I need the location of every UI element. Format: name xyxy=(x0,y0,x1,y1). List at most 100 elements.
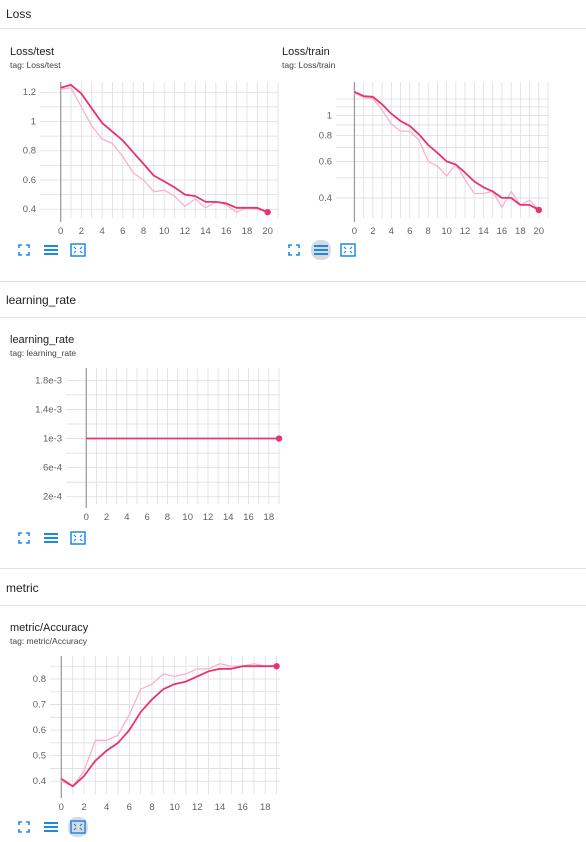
x-tick-label: 18 xyxy=(260,802,271,813)
last-point-marker xyxy=(535,206,542,214)
x-tick-label: 0 xyxy=(59,802,64,813)
fullscreen-button[interactable] xyxy=(16,530,32,546)
fullscreen-button[interactable] xyxy=(16,242,32,258)
toggle-log-scale-button[interactable] xyxy=(43,530,59,546)
x-tick-label: 0 xyxy=(84,512,89,523)
toggle-log-scale-button[interactable] xyxy=(43,242,59,258)
y-tick-label: 1e-3 xyxy=(43,434,62,445)
fit-domain-icon xyxy=(70,531,86,545)
y-tick-label: 0.7 xyxy=(33,700,46,711)
x-tick-label: 4 xyxy=(104,802,109,813)
y-tick-label: 0.4 xyxy=(33,776,46,787)
toggle-log-scale-icon xyxy=(44,532,58,544)
section-title: learning_rate xyxy=(6,293,77,307)
last-point-marker xyxy=(275,435,283,442)
y-tick-label: 0.8 xyxy=(23,146,36,157)
x-tick-label: 18 xyxy=(264,512,275,523)
smoothed-series-line xyxy=(60,665,277,788)
card-tag: tag: Loss/test xyxy=(10,60,61,70)
last-point-marker xyxy=(264,208,271,216)
toggle-log-scale-icon xyxy=(44,244,58,256)
y-tick-label: 2e-4 xyxy=(43,492,62,503)
x-tick-label: 8 xyxy=(426,226,431,237)
y-tick-label: 1 xyxy=(31,116,36,127)
x-tick-label: 4 xyxy=(389,226,394,237)
x-tick-label: 16 xyxy=(237,802,248,813)
x-tick-label: 12 xyxy=(460,226,471,237)
smoothed-series-line xyxy=(354,90,540,211)
x-tick-label: 20 xyxy=(262,226,273,237)
y-tick-label: 6e-4 xyxy=(43,463,62,474)
x-tick-label: 12 xyxy=(203,512,214,523)
x-tick-label: 6 xyxy=(120,226,125,237)
y-tick-label: 1.8e-3 xyxy=(35,375,62,386)
raw-series-line xyxy=(60,87,268,213)
x-tick-label: 0 xyxy=(352,226,357,237)
x-tick-label: 2 xyxy=(370,226,375,237)
section-divider xyxy=(0,281,586,282)
x-tick-label: 2 xyxy=(79,226,84,237)
card-title: Loss/test xyxy=(10,46,55,58)
card-title: Loss/train xyxy=(282,46,330,58)
x-tick-label: 10 xyxy=(182,512,193,523)
x-tick-label: 4 xyxy=(99,226,104,237)
y-tick-label: 0.4 xyxy=(319,193,332,204)
x-tick-label: 16 xyxy=(243,512,254,523)
y-tick-label: 1.4e-3 xyxy=(35,404,62,415)
y-tick-label: 0.6 xyxy=(33,725,46,736)
fit-domain-icon xyxy=(70,820,86,834)
toggle-log-scale-button[interactable] xyxy=(43,819,59,835)
fit-domain-button[interactable] xyxy=(340,242,356,258)
fullscreen-icon xyxy=(18,244,30,256)
x-tick-label: 20 xyxy=(533,226,544,237)
x-tick-label: 16 xyxy=(497,226,508,237)
x-tick-label: 10 xyxy=(169,802,180,813)
x-tick-label: 16 xyxy=(221,226,232,237)
x-tick-label: 8 xyxy=(149,802,154,813)
x-tick-label: 14 xyxy=(478,226,489,237)
fullscreen-button[interactable] xyxy=(16,819,32,835)
x-tick-label: 12 xyxy=(180,226,191,237)
card-title: learning_rate xyxy=(10,334,75,346)
x-tick-label: 0 xyxy=(58,226,63,237)
card-tag: tag: learning_rate xyxy=(10,348,77,358)
card-tag: tag: Loss/train xyxy=(282,60,336,70)
chart-loss-test[interactable]: 0 2 4 6 8 10 12 14 16 18 20 0.4 0.6 0.8 1 1.2 xyxy=(0,74,280,244)
y-tick-label: 0.4 xyxy=(23,204,36,215)
fullscreen-icon xyxy=(18,532,30,544)
y-tick-label: 0.5 xyxy=(33,751,46,762)
x-tick-label: 10 xyxy=(441,226,452,237)
x-tick-label: 6 xyxy=(144,512,149,523)
x-tick-label: 14 xyxy=(223,512,234,523)
chart-loss-train[interactable]: 0 2 4 6 8 10 12 14 16 18 20 0.4 0.6 0.8 1 xyxy=(280,74,560,244)
y-tick-label: 1.2 xyxy=(23,87,36,98)
x-tick-label: 4 xyxy=(124,512,129,523)
fit-domain-icon xyxy=(340,243,356,257)
x-tick-label: 14 xyxy=(215,802,226,813)
x-tick-label: 8 xyxy=(165,512,170,523)
fullscreen-button[interactable] xyxy=(286,242,302,258)
toggle-log-scale-icon xyxy=(44,821,58,833)
x-tick-label: 2 xyxy=(104,512,109,523)
y-tick-label: 0.8 xyxy=(33,674,46,685)
smoothed-series-line xyxy=(60,83,269,214)
toggle-log-scale-button[interactable] xyxy=(311,240,331,260)
fit-domain-button[interactable] xyxy=(68,817,88,837)
chart-metric-accuracy[interactable]: 0 2 4 6 8 10 12 14 16 18 0.4 0.5 0.6 0.7 0.8 xyxy=(0,650,290,820)
y-tick-label: 0.6 xyxy=(319,156,332,167)
x-tick-label: 18 xyxy=(515,226,526,237)
card-tag: tag: metric/Accuracy xyxy=(10,636,87,646)
x-tick-label: 6 xyxy=(407,226,412,237)
x-tick-label: 6 xyxy=(127,802,132,813)
section-divider xyxy=(0,568,586,569)
section-title: metric xyxy=(6,581,39,595)
fit-domain-button[interactable] xyxy=(70,530,86,546)
chart-learning-rate[interactable]: 0 2 4 6 8 10 12 14 16 18 2e-4 6e-4 1e-3 1.4e-3 1.8e-3 xyxy=(0,360,290,530)
raw-series-line xyxy=(61,663,277,787)
fullscreen-icon xyxy=(288,244,300,256)
y-tick-label: 0.6 xyxy=(23,175,36,186)
x-tick-label: 10 xyxy=(159,226,170,237)
y-tick-label: 0.8 xyxy=(319,131,332,142)
last-point-marker xyxy=(273,663,280,670)
fit-domain-button[interactable] xyxy=(70,242,86,258)
